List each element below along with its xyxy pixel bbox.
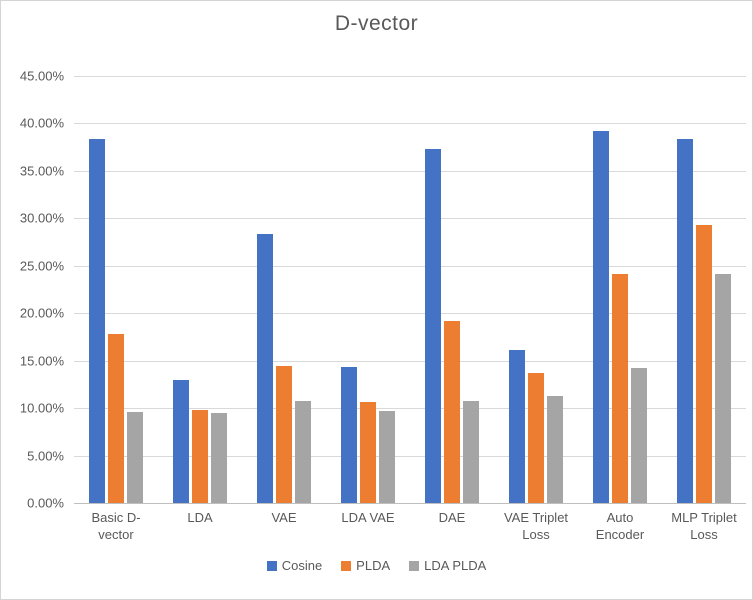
gridline xyxy=(74,313,746,315)
legend-swatch-plda xyxy=(341,560,352,571)
gridlines xyxy=(74,76,746,504)
y-tick-label: 0.00% xyxy=(27,495,64,511)
x-axis-line xyxy=(74,503,746,504)
bar-group-auto-encoder xyxy=(578,76,662,503)
bar-lda-plda-vae xyxy=(295,401,311,503)
gridline xyxy=(74,76,746,77)
bar-plda-vae xyxy=(276,366,292,503)
bar-plda-vae-triplet-loss xyxy=(528,373,544,503)
bar-groups xyxy=(74,76,746,503)
x-tick-label-lda: LDA xyxy=(187,510,213,525)
y-tick-label: 30.00% xyxy=(19,210,64,226)
bar-lda-plda-lda-vae xyxy=(379,410,395,503)
gridline xyxy=(74,455,746,457)
legend-swatch-cosine xyxy=(266,560,277,571)
bar-group-vae xyxy=(242,76,326,503)
y-tick-label: 10.00% xyxy=(19,400,64,416)
bar-group-mlp-triplet-loss xyxy=(662,76,746,503)
bar-lda-plda-vae-triplet-loss xyxy=(547,395,563,503)
bar-plda-dae xyxy=(444,320,460,503)
gridline xyxy=(74,218,746,220)
y-tick-label: 5.00% xyxy=(27,448,64,464)
y-tick-label: 25.00% xyxy=(19,258,64,274)
bar-cosine-vae-triplet-loss xyxy=(509,350,525,503)
bar-group-vae-triplet-loss xyxy=(494,76,578,503)
x-tick-label-auto-encoder: Auto Encoder xyxy=(595,510,645,542)
y-tick-label: 40.00% xyxy=(19,115,64,131)
gridline xyxy=(74,123,746,125)
bar-lda-plda-auto-encoder xyxy=(631,368,647,503)
x-tick-label-lda-vae: LDA VAE xyxy=(341,510,395,525)
legend-label-lda-plda: LDA PLDA xyxy=(424,558,487,573)
legend: Cosine PLDA LDA PLDA xyxy=(1,558,752,573)
bar-lda-plda-dae xyxy=(463,400,479,503)
chart-title: D-vector xyxy=(334,12,419,35)
bar-cosine-lda xyxy=(173,379,189,503)
gridline xyxy=(74,408,746,410)
legend-swatch-lda-plda xyxy=(409,560,420,571)
y-tick-label: 35.00% xyxy=(19,163,64,179)
gridline xyxy=(74,170,746,172)
plot-area xyxy=(74,76,746,504)
legend-label-plda: PLDA xyxy=(356,558,391,573)
bar-cosine-mlp-triplet-loss xyxy=(677,138,693,503)
bar-lda-plda-lda xyxy=(211,412,227,503)
y-tick-label: 15.00% xyxy=(19,353,64,369)
gridline xyxy=(74,265,746,267)
bar-plda-auto-encoder xyxy=(612,274,628,503)
legend-item-cosine: Cosine xyxy=(266,558,323,573)
bar-cosine-lda-vae xyxy=(341,367,357,503)
bar-cosine-dae xyxy=(425,149,441,503)
bar-lda-plda-mlp-triplet-loss xyxy=(715,274,731,503)
x-tick-label-dae: DAE xyxy=(438,510,466,525)
x-tick-label-vae: VAE xyxy=(271,510,297,525)
bar-cosine-basic-d-vector xyxy=(89,138,105,503)
bar-plda-basic-d-vector xyxy=(108,334,124,503)
gridline xyxy=(74,360,746,362)
legend-label-cosine: Cosine xyxy=(281,558,323,573)
bar-group-lda xyxy=(158,76,242,503)
y-axis: 45.00% 40.00% 35.00% 30.00% 25.00% 20.00% 15.0… xyxy=(1,69,64,511)
x-tick-label-basic-d-vector: Basic D-vector xyxy=(91,510,141,542)
bar-plda-lda-vae xyxy=(360,402,376,503)
bar-plda-lda xyxy=(192,410,208,503)
x-axis: Basic D-vector LDA VAE LDA VAE DAE VAE Triple… xyxy=(74,510,746,544)
bar-group-lda-vae xyxy=(326,76,410,503)
bar-group-dae xyxy=(410,76,494,503)
bar-lda-plda-basic-d-vector xyxy=(127,411,143,503)
y-tick-label: 20.00% xyxy=(19,305,64,321)
bar-plda-mlp-triplet-loss xyxy=(696,224,712,503)
legend-item-lda-plda: LDA PLDA xyxy=(409,558,486,573)
y-tick-label: 45.00% xyxy=(19,68,64,84)
x-tick-label-mlp-triplet-loss: MLP Triplet Loss xyxy=(671,510,737,542)
x-tick-label-vae-triplet-loss: VAE Triplet Loss xyxy=(503,510,569,542)
legend-item-plda: PLDA xyxy=(341,558,390,573)
bar-group-basic-d-vector xyxy=(74,76,158,503)
bar-cosine-vae xyxy=(257,233,273,503)
bar-cosine-auto-encoder xyxy=(593,131,609,503)
